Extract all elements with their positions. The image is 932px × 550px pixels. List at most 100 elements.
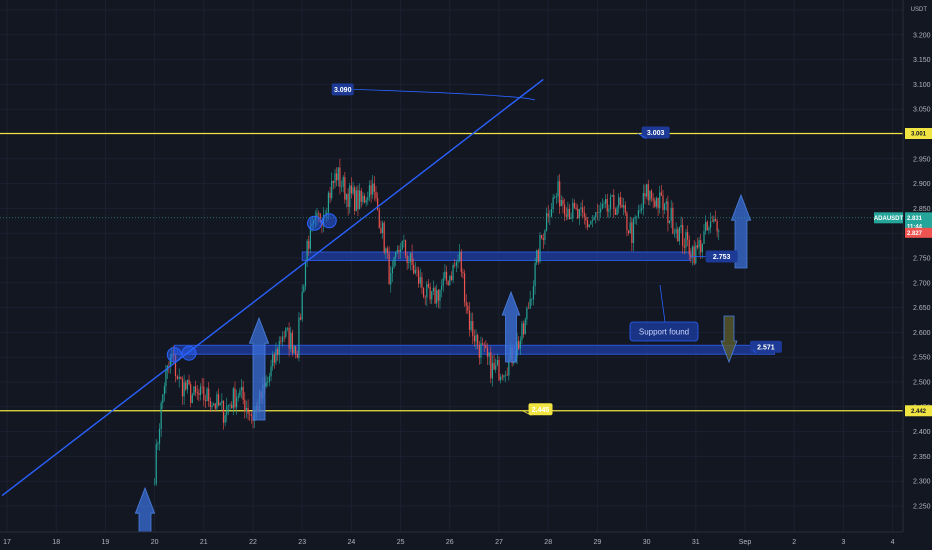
up-arrow-icon	[730, 193, 752, 269]
price-callout[interactable]	[749, 340, 782, 353]
candle-body	[204, 400, 207, 401]
candle-body	[601, 203, 603, 209]
low-price-tag	[905, 227, 932, 238]
candle-body	[375, 191, 377, 199]
candle-body	[352, 187, 354, 194]
time-tick-label: 23	[298, 539, 306, 546]
candle-body	[422, 288, 425, 297]
candle-body	[429, 287, 431, 300]
candle-body	[176, 375, 178, 379]
candle-body	[421, 277, 423, 289]
time-tick-label: 29	[594, 539, 602, 546]
candle-body	[503, 375, 505, 377]
candle-body	[304, 261, 307, 287]
price-callout[interactable]	[641, 126, 670, 139]
candle-body	[570, 217, 572, 220]
candle-body	[277, 349, 279, 356]
candle-body	[460, 251, 462, 273]
candle-body	[154, 483, 156, 485]
candle-body	[518, 341, 520, 349]
time-tick-label: 2	[792, 539, 796, 546]
candle-body	[477, 335, 479, 345]
price-tick-label: 2.400	[913, 429, 931, 436]
candle-body	[336, 173, 338, 181]
candle-body	[347, 193, 349, 207]
candle-body	[437, 290, 439, 301]
candle-body	[190, 384, 192, 403]
candle-body	[278, 341, 280, 356]
candle-body	[568, 208, 571, 220]
candle-body	[623, 205, 625, 208]
candle-body	[705, 221, 707, 232]
candle-body	[486, 348, 489, 357]
candle-body	[165, 370, 167, 387]
candle-body	[363, 195, 366, 203]
candle-body	[627, 230, 630, 234]
time-tick-label: 19	[102, 539, 110, 546]
candle-body	[675, 229, 677, 233]
plot-area[interactable]	[0, 0, 903, 532]
support-zone[interactable]	[301, 251, 692, 261]
candle-body	[355, 190, 357, 211]
candle-body	[380, 228, 382, 233]
candle-body	[391, 267, 393, 274]
candle-body	[227, 404, 229, 406]
price-tick-label: 2.700	[913, 280, 931, 287]
candle-body	[690, 254, 692, 258]
support-found-note[interactable]	[629, 321, 699, 342]
candle-body	[408, 262, 410, 263]
price-callout[interactable]	[705, 250, 738, 263]
candle-body	[591, 220, 594, 222]
time-axis[interactable]	[0, 532, 903, 550]
candle-body	[641, 208, 643, 211]
candle-body	[644, 193, 646, 197]
price-tick-label: 2.350	[913, 454, 931, 461]
price-callout[interactable]	[528, 403, 553, 416]
candle-body	[590, 221, 592, 225]
candle-body	[542, 237, 544, 241]
candle-body	[680, 224, 682, 228]
candle-body	[701, 243, 703, 253]
price-callout[interactable]	[331, 83, 354, 96]
trendline-touch-circle	[307, 215, 322, 231]
time-tick-label: 18	[52, 539, 60, 546]
candle-body	[186, 379, 188, 390]
candle-body	[491, 362, 494, 379]
trendline[interactable]	[1, 78, 544, 497]
candle-body	[583, 212, 585, 218]
candle-body	[564, 204, 566, 215]
candle-body	[221, 400, 223, 403]
candle-body	[500, 376, 502, 381]
candle-body	[527, 307, 530, 309]
candle-body	[642, 193, 644, 209]
candle-body	[267, 381, 269, 383]
candle-body	[531, 299, 533, 300]
price-tick-label: 2.500	[913, 380, 931, 387]
candle-body	[162, 394, 164, 403]
candle-body	[359, 190, 361, 209]
candle-body	[445, 271, 448, 281]
candle-body	[395, 251, 397, 258]
candle-body	[475, 335, 477, 342]
candle-body	[529, 299, 531, 309]
candle-body	[616, 207, 618, 215]
candle-body	[600, 208, 602, 213]
price-scale[interactable]	[903, 0, 932, 550]
candle-body	[714, 219, 717, 221]
candle-body	[306, 240, 308, 262]
candle-body	[337, 167, 339, 181]
candle-body	[621, 204, 623, 208]
candle-body	[426, 283, 428, 298]
time-tick-label: 22	[249, 539, 257, 546]
candle-body	[480, 343, 482, 358]
candle-body	[270, 366, 272, 377]
candle-body	[350, 185, 352, 194]
callout-leader	[752, 349, 757, 354]
candle-body	[234, 388, 236, 408]
candle-body	[572, 202, 574, 218]
candle-body	[342, 177, 344, 187]
candle-body	[586, 220, 589, 228]
candle-body	[465, 301, 467, 306]
